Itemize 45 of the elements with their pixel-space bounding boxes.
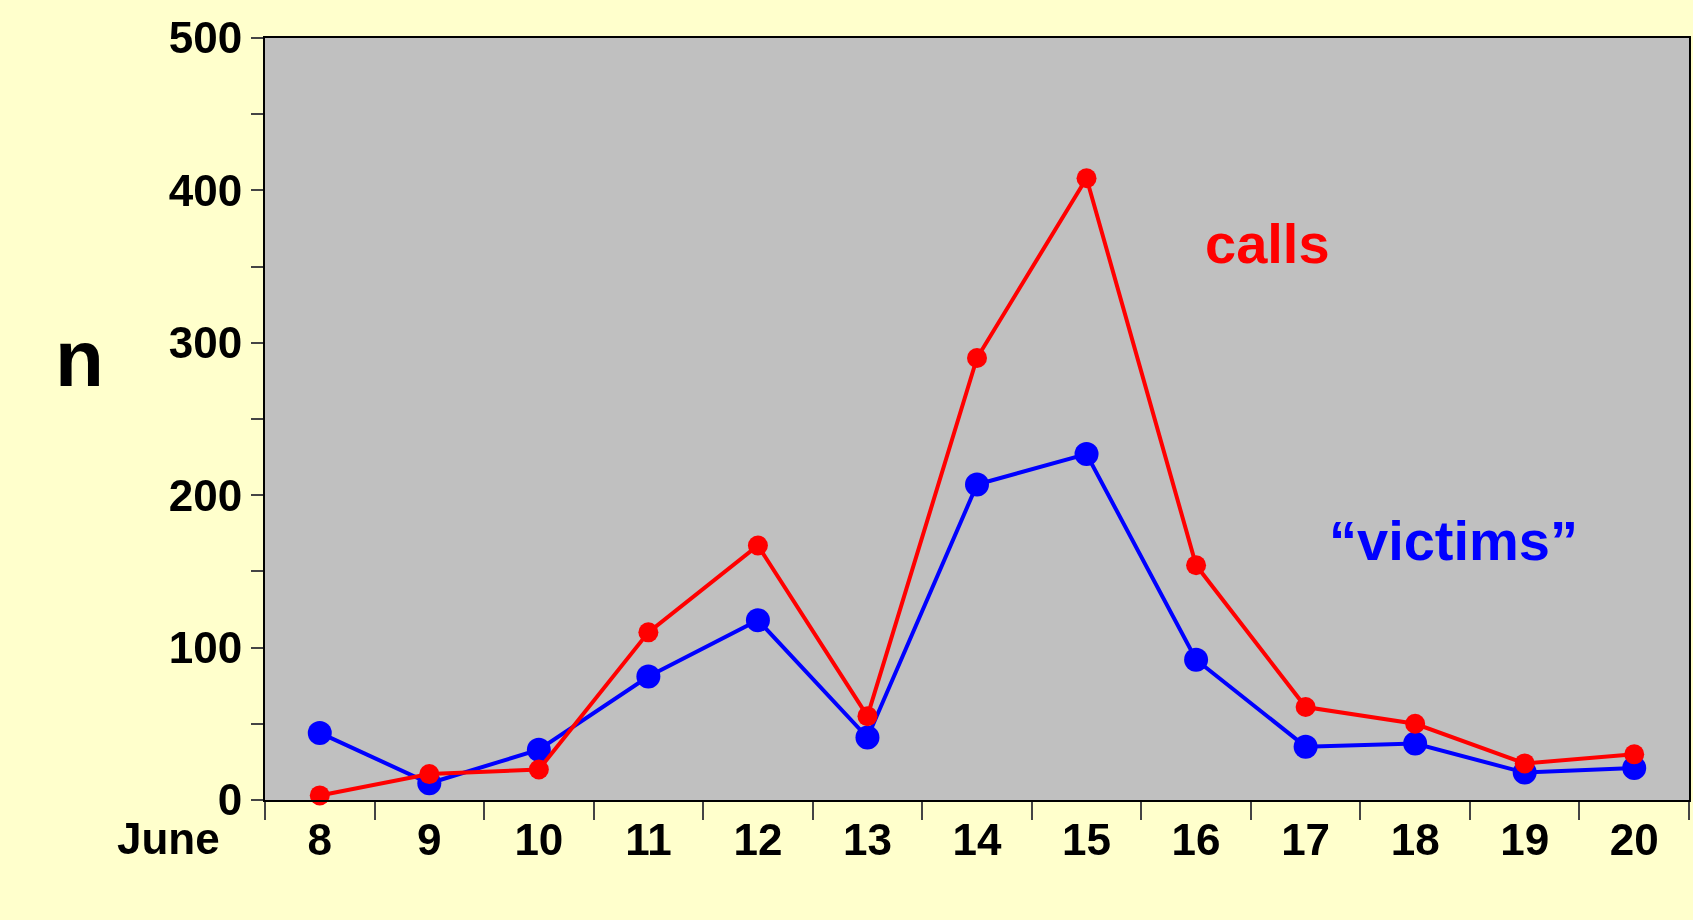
point <box>745 608 770 633</box>
x-tick-label: 15 <box>1062 814 1112 864</box>
x-tick-label: 16 <box>1171 814 1221 864</box>
x-tick-label: 14 <box>952 814 1002 864</box>
point <box>855 725 880 750</box>
x-tick-label: 11 <box>625 814 672 864</box>
x-axis-title: June <box>117 814 220 863</box>
point <box>1184 647 1209 672</box>
text: “victims” <box>1329 509 1578 572</box>
point <box>528 759 549 780</box>
series-label: calls <box>1205 212 1330 275</box>
x-tick-label: 17 <box>1281 814 1331 864</box>
x-tick-label: 13 <box>842 814 892 864</box>
point <box>1293 734 1318 759</box>
y-axis-title: n <box>55 314 104 403</box>
point <box>1624 744 1645 765</box>
point <box>307 720 332 745</box>
x-tick-label: 12 <box>733 814 783 864</box>
y-tick-label: 0 <box>217 775 243 825</box>
point <box>1076 168 1097 189</box>
y-tick-label: 300 <box>168 318 243 368</box>
y-tick-label: 500 <box>168 13 243 63</box>
point <box>1186 555 1207 576</box>
point <box>636 664 661 689</box>
x-tick-label: 19 <box>1500 814 1550 864</box>
point <box>1514 753 1535 774</box>
point <box>526 737 551 762</box>
x-tick-label: 18 <box>1390 814 1440 864</box>
point <box>967 348 987 369</box>
point <box>1403 731 1428 756</box>
point <box>1295 697 1316 718</box>
point <box>638 622 659 643</box>
y-tick-label: 100 <box>168 623 243 672</box>
point <box>857 706 878 727</box>
x-tick-label: 10 <box>514 814 564 864</box>
point <box>1405 713 1426 734</box>
point <box>965 472 989 497</box>
point <box>419 764 440 785</box>
x-tick-label: 9 <box>417 814 442 864</box>
x-tick-label: 8 <box>307 814 333 864</box>
x-tick-label: 20 <box>1609 814 1659 864</box>
point <box>1074 442 1099 467</box>
point <box>747 535 768 556</box>
y-tick-label: 200 <box>168 470 243 520</box>
y-tick-label: 400 <box>168 165 243 215</box>
